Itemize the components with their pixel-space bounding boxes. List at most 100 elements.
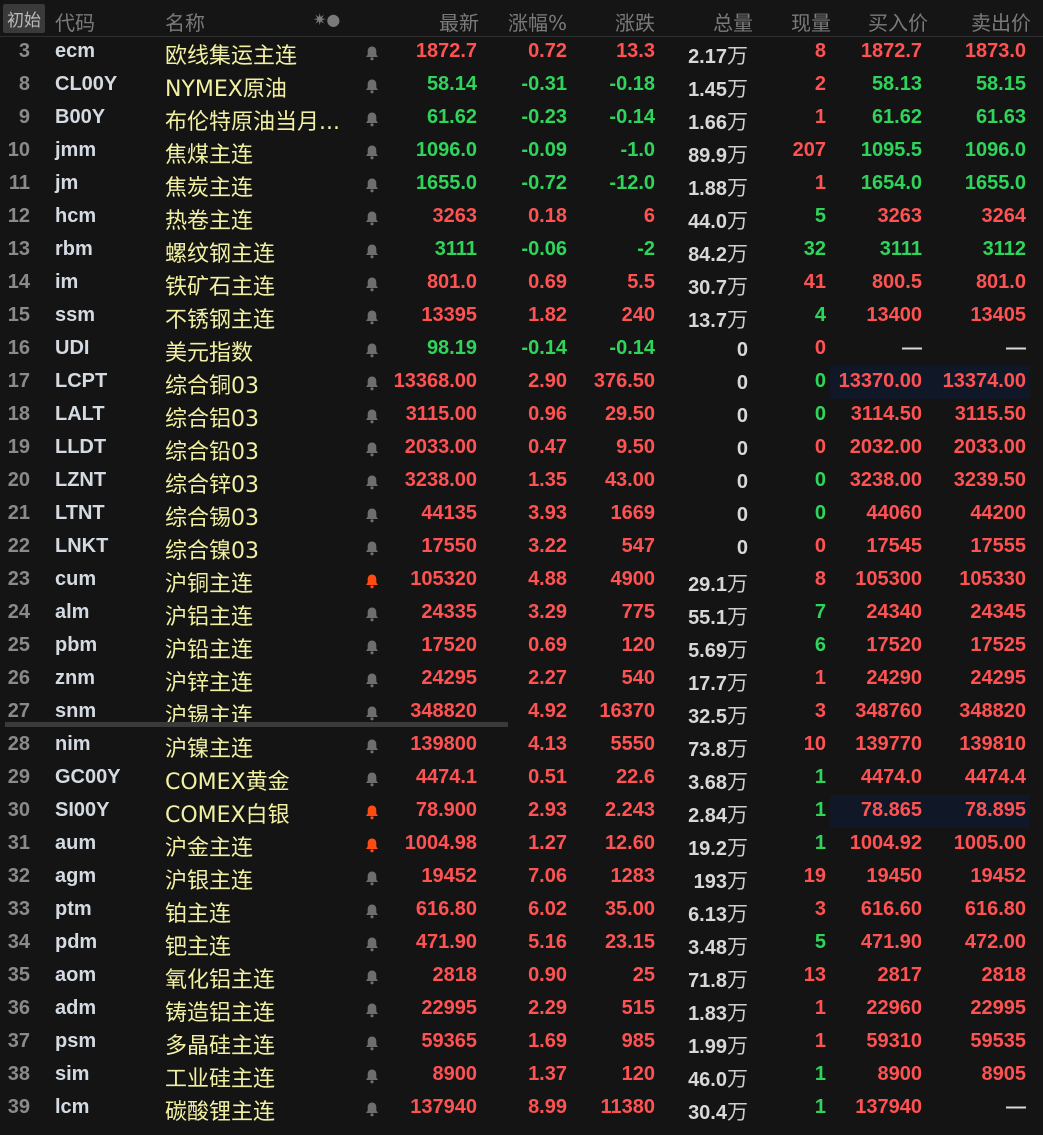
contract-name[interactable]: 综合铅03 — [165, 440, 259, 465]
column-header-name[interactable]: 名称 — [165, 11, 205, 35]
contract-name[interactable]: 综合铜03 — [165, 374, 259, 399]
contract-name[interactable]: 氧化铝主连 — [165, 968, 276, 993]
contract-name[interactable]: 沪锌主连 — [165, 671, 254, 696]
contract-code[interactable]: alm — [55, 601, 90, 623]
bell-alert-active-icon[interactable] — [364, 836, 380, 853]
table-row[interactable]: 23 cum 沪铜主连 105320 4.88 4900 29.1万 8 105300 10533… — [0, 564, 1043, 597]
contract-name[interactable]: 综合锡03 — [165, 506, 259, 531]
contract-code[interactable]: B00Y — [55, 106, 106, 128]
table-row[interactable]: 15 ssm 不锈钢主连 13395 1.82 240 13.7万 4 13400 13405 — [0, 300, 1043, 333]
contract-name[interactable]: 铸造铝主连 — [165, 1001, 276, 1026]
contract-name[interactable]: 沪铅主连 — [165, 638, 254, 663]
bell-alert-active-icon[interactable] — [364, 572, 380, 589]
bell-alert-icon[interactable] — [364, 605, 380, 622]
bell-alert-icon[interactable] — [364, 275, 380, 292]
table-row[interactable]: 20 LZNT 综合锌03 3238.00 1.35 43.00 0 0 3238.00 3239… — [0, 465, 1043, 498]
contract-code[interactable]: cum — [55, 568, 97, 590]
contract-name[interactable]: 热卷主连 — [165, 209, 254, 234]
bell-alert-icon[interactable] — [364, 1034, 380, 1051]
bell-alert-icon[interactable] — [364, 407, 380, 424]
contract-code[interactable]: snm — [55, 700, 97, 722]
table-row[interactable]: 11 jm 焦炭主连 1655.0 -0.72 -12.0 1.88万 1 1654.0 1655… — [0, 168, 1043, 201]
contract-code[interactable]: hcm — [55, 205, 97, 227]
contract-code[interactable]: UDI — [55, 337, 90, 359]
table-row[interactable]: 10 jmm 焦煤主连 1096.0 -0.09 -1.0 89.9万 207 1095.5 10… — [0, 135, 1043, 168]
contract-code[interactable]: jm — [55, 172, 79, 194]
table-row[interactable]: 9 B00Y 布伦特原油当月... 61.62 -0.23 -0.14 1.66万 1 61.6… — [0, 102, 1043, 135]
bell-alert-icon[interactable] — [364, 143, 380, 160]
table-row[interactable]: 22 LNKT 综合镍03 17550 3.22 547 0 0 17545 17555 — [0, 531, 1043, 564]
table-row[interactable]: 24 alm 沪铝主连 24335 3.29 775 55.1万 7 24340 24345 — [0, 597, 1043, 630]
contract-name[interactable]: 布伦特原油当月... — [165, 110, 340, 135]
contract-name[interactable]: 焦煤主连 — [165, 143, 254, 168]
contract-name[interactable]: COMEX黄金 — [165, 770, 290, 795]
contract-name[interactable]: 螺纹钢主连 — [165, 242, 276, 267]
bell-alert-icon[interactable] — [364, 968, 380, 985]
contract-name[interactable]: 沪银主连 — [165, 869, 254, 894]
contract-name[interactable]: 工业硅主连 — [165, 1067, 276, 1092]
contract-name[interactable]: 综合铝03 — [165, 407, 259, 432]
contract-name[interactable]: 多晶硅主连 — [165, 1034, 276, 1059]
bell-alert-icon[interactable] — [364, 308, 380, 325]
table-row[interactable]: 36 adm 铸造铝主连 22995 2.29 515 1.83万 1 22960 22995 — [0, 993, 1043, 1026]
table-row[interactable]: 17 LCPT 综合铜03 13368.00 2.90 376.50 0 0 13370.00 1… — [0, 366, 1043, 399]
table-row[interactable]: 26 znm 沪锌主连 24295 2.27 540 17.7万 1 24290 24295 — [0, 663, 1043, 696]
column-header-current-volume[interactable]: 现量 — [791, 11, 831, 35]
contract-name[interactable]: 沪铜主连 — [165, 572, 254, 597]
table-row[interactable]: 18 LALT 综合铝03 3115.00 0.96 29.50 0 0 3114.50 3115… — [0, 399, 1043, 432]
contract-name[interactable]: 不锈钢主连 — [165, 308, 276, 333]
contract-code[interactable]: jmm — [55, 139, 97, 161]
contract-name[interactable]: COMEX白银 — [165, 803, 290, 828]
contract-code[interactable]: agm — [55, 865, 97, 887]
contract-name[interactable]: 铂主连 — [165, 902, 232, 927]
settings-dots-icon[interactable]: ✷● — [313, 10, 341, 29]
bell-alert-icon[interactable] — [364, 44, 380, 61]
split-divider[interactable] — [5, 722, 508, 727]
table-row[interactable]: 34 pdm 钯主连 471.90 5.16 23.15 3.48万 5 471.90 472.0… — [0, 927, 1043, 960]
contract-name[interactable]: 焦炭主连 — [165, 176, 254, 201]
contract-code[interactable]: SI00Y — [55, 799, 110, 821]
contract-name[interactable]: 钯主连 — [165, 935, 232, 960]
contract-code[interactable]: sim — [55, 1063, 90, 1085]
reset-columns-button[interactable]: 初始 — [3, 4, 45, 33]
column-header-change[interactable]: 涨跌 — [615, 11, 655, 35]
table-row[interactable]: 38 sim 工业硅主连 8900 1.37 120 46.0万 1 8900 8905 — [0, 1059, 1043, 1092]
contract-name[interactable]: 欧线集运主连 — [165, 44, 298, 69]
contract-code[interactable]: LNKT — [55, 535, 109, 557]
contract-name[interactable]: 综合镍03 — [165, 539, 259, 564]
contract-code[interactable]: znm — [55, 667, 95, 689]
contract-name[interactable]: 碳酸锂主连 — [165, 1100, 276, 1125]
bell-alert-icon[interactable] — [364, 374, 380, 391]
contract-code[interactable]: pdm — [55, 931, 98, 953]
table-row[interactable]: 28 nim 沪镍主连 139800 4.13 5550 73.8万 10 139770 1398… — [0, 729, 1043, 762]
contract-name[interactable]: 沪金主连 — [165, 836, 254, 861]
contract-name[interactable]: 铁矿石主连 — [165, 275, 276, 300]
table-row[interactable]: 14 im 铁矿石主连 801.0 0.69 5.5 30.7万 41 800.5 801.0 — [0, 267, 1043, 300]
contract-code[interactable]: LCPT — [55, 370, 108, 392]
contract-code[interactable]: CL00Y — [55, 73, 118, 95]
table-row[interactable]: 12 hcm 热卷主连 3263 0.18 6 44.0万 5 3263 3264 — [0, 201, 1043, 234]
table-row[interactable]: 13 rbm 螺纹钢主连 3111 -0.06 -2 84.2万 32 3111 3112 — [0, 234, 1043, 267]
bell-alert-icon[interactable] — [364, 473, 380, 490]
bell-alert-icon[interactable] — [364, 638, 380, 655]
bell-alert-icon[interactable] — [364, 770, 380, 787]
contract-name[interactable]: NYMEX原油 — [165, 77, 287, 102]
table-row[interactable]: 8 CL00Y NYMEX原油 58.14 -0.31 -0.18 1.45万 2 58.13 5… — [0, 69, 1043, 102]
contract-code[interactable]: im — [55, 271, 79, 293]
column-header-pct[interactable]: 涨幅% — [507, 11, 567, 35]
bell-alert-icon[interactable] — [364, 1067, 380, 1084]
contract-code[interactable]: psm — [55, 1030, 97, 1052]
table-row[interactable]: 39 lcm 碳酸锂主连 137940 8.99 11380 30.4万 1 137940 — — [0, 1092, 1043, 1125]
bell-alert-icon[interactable] — [364, 440, 380, 457]
bell-alert-icon[interactable] — [364, 506, 380, 523]
table-row[interactable]: 25 pbm 沪铅主连 17520 0.69 120 5.69万 6 17520 17525 — [0, 630, 1043, 663]
bell-alert-icon[interactable] — [364, 110, 380, 127]
column-header-bid[interactable]: 买入价 — [868, 11, 928, 35]
table-row[interactable]: 37 psm 多晶硅主连 59365 1.69 985 1.99万 1 59310 59535 — [0, 1026, 1043, 1059]
table-row[interactable]: 32 agm 沪银主连 19452 7.06 1283 193万 19 19450 19452 — [0, 861, 1043, 894]
table-row[interactable]: 29 GC00Y COMEX黄金 4474.1 0.51 22.6 3.68万 1 4474.0… — [0, 762, 1043, 795]
contract-code[interactable]: lcm — [55, 1096, 90, 1118]
column-header-volume[interactable]: 总量 — [713, 11, 753, 35]
table-row[interactable]: 31 aum 沪金主连 1004.98 1.27 12.60 19.2万 1 1004.92 10… — [0, 828, 1043, 861]
bell-alert-icon[interactable] — [364, 341, 380, 358]
